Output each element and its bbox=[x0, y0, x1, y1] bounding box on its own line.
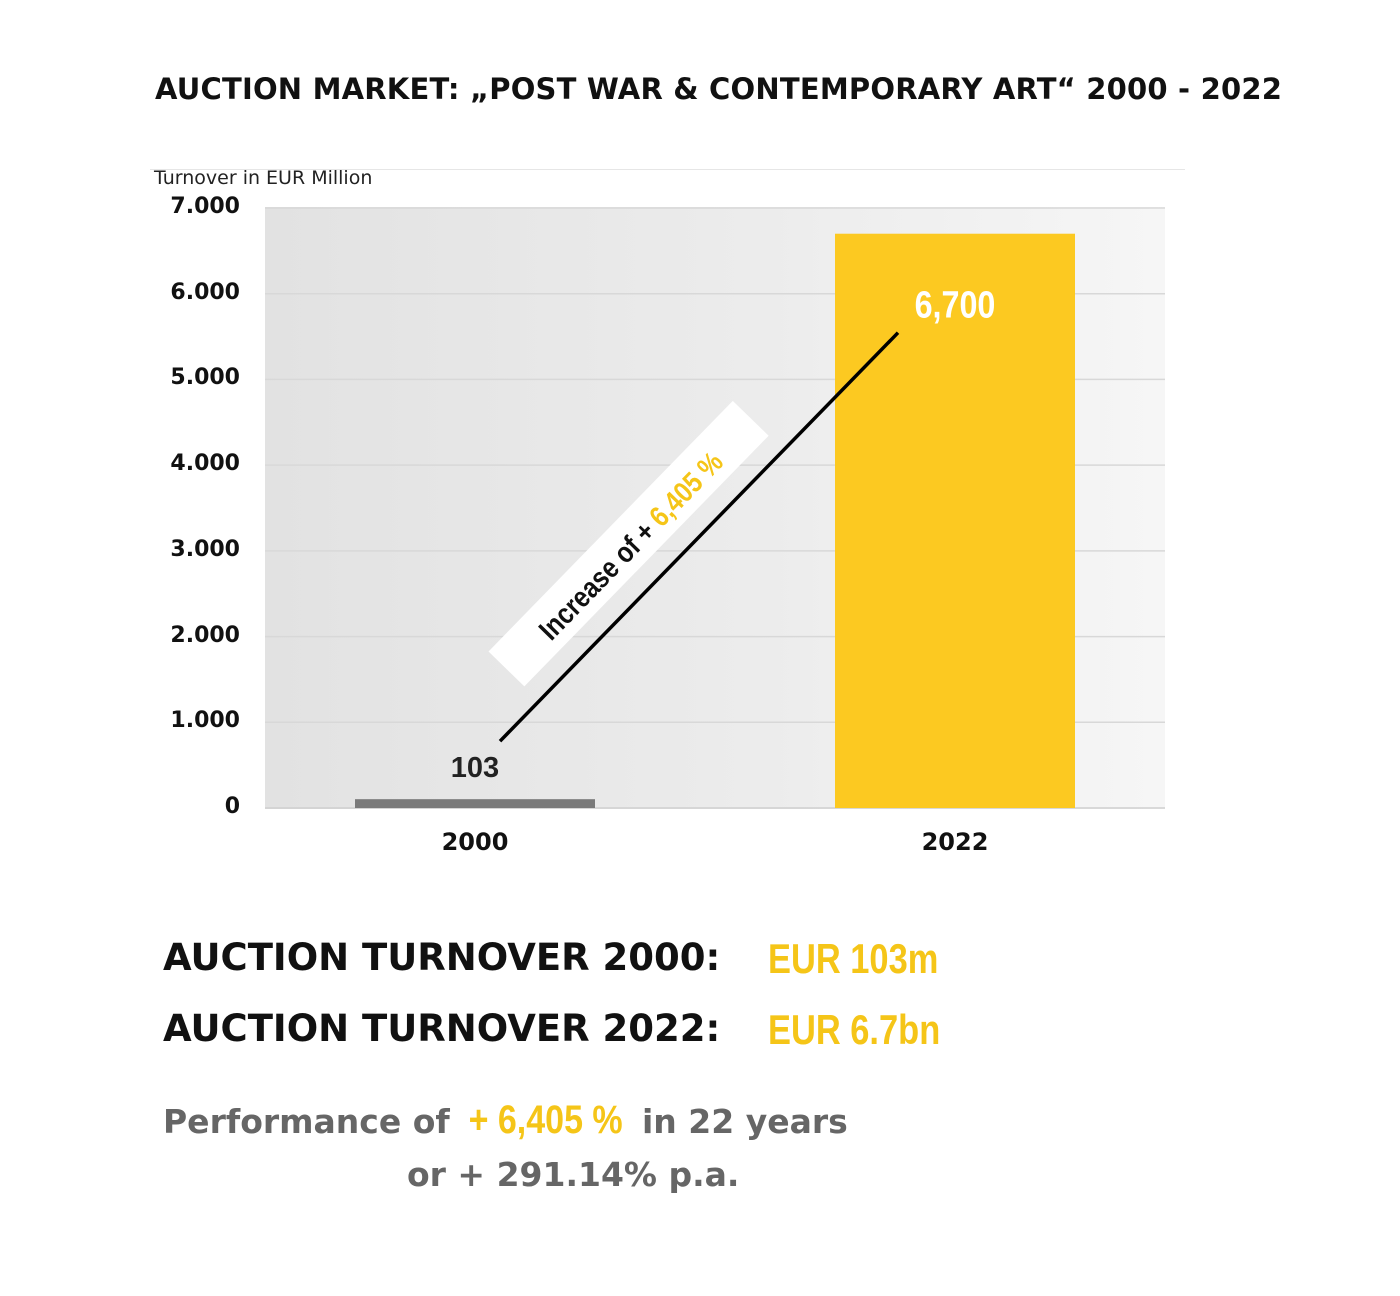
y-tick-label: 2.000 bbox=[170, 622, 240, 648]
bar-2022 bbox=[835, 233, 1075, 808]
performance-highlight: + 6,405 % bbox=[468, 1098, 623, 1142]
summary-value-2022: EUR 6.7bn bbox=[768, 1006, 941, 1053]
summary-value-2000: EUR 103m bbox=[768, 935, 939, 982]
y-axis-label: Turnover in EUR Million bbox=[154, 167, 373, 189]
y-tick-label: 7.000 bbox=[170, 194, 240, 219]
trend-line bbox=[498, 331, 900, 743]
chart-title: AUCTION MARKET: „POST WAR & CONTEMPORARY… bbox=[155, 72, 1283, 106]
performance-per-annum: or + 291.14% p.a. bbox=[407, 1155, 740, 1194]
y-tick-label: 4.000 bbox=[170, 451, 240, 477]
x-tick-label: 2022 bbox=[921, 828, 989, 856]
y-tick-label: 3.000 bbox=[170, 536, 240, 562]
performance-suffix: in 22 years bbox=[630, 1102, 848, 1141]
summary-label-2022: AUCTION TURNOVER 2022: bbox=[163, 1007, 721, 1050]
value-label-2022: 6,700 bbox=[915, 284, 996, 326]
value-labels: 103 6,700 bbox=[451, 284, 996, 784]
performance-line: Performance of + 6,405 % in 22 years bbox=[163, 1098, 848, 1143]
y-tick-label: 5.000 bbox=[170, 365, 240, 391]
summary-label-2000: AUCTION TURNOVER 2000: bbox=[163, 936, 721, 979]
performance-prefix: Performance of bbox=[163, 1102, 462, 1141]
increase-label-box bbox=[488, 400, 769, 687]
x-tick-label: 2000 bbox=[441, 828, 509, 856]
y-tick-label: 1.000 bbox=[170, 708, 240, 734]
bar-2000 bbox=[355, 799, 595, 808]
top-divider bbox=[150, 169, 1185, 170]
y-tick-label: 6.000 bbox=[170, 279, 240, 305]
y-tick-label: 0 bbox=[224, 794, 240, 819]
bars bbox=[355, 233, 1075, 808]
value-label-2000: 103 bbox=[451, 752, 499, 784]
